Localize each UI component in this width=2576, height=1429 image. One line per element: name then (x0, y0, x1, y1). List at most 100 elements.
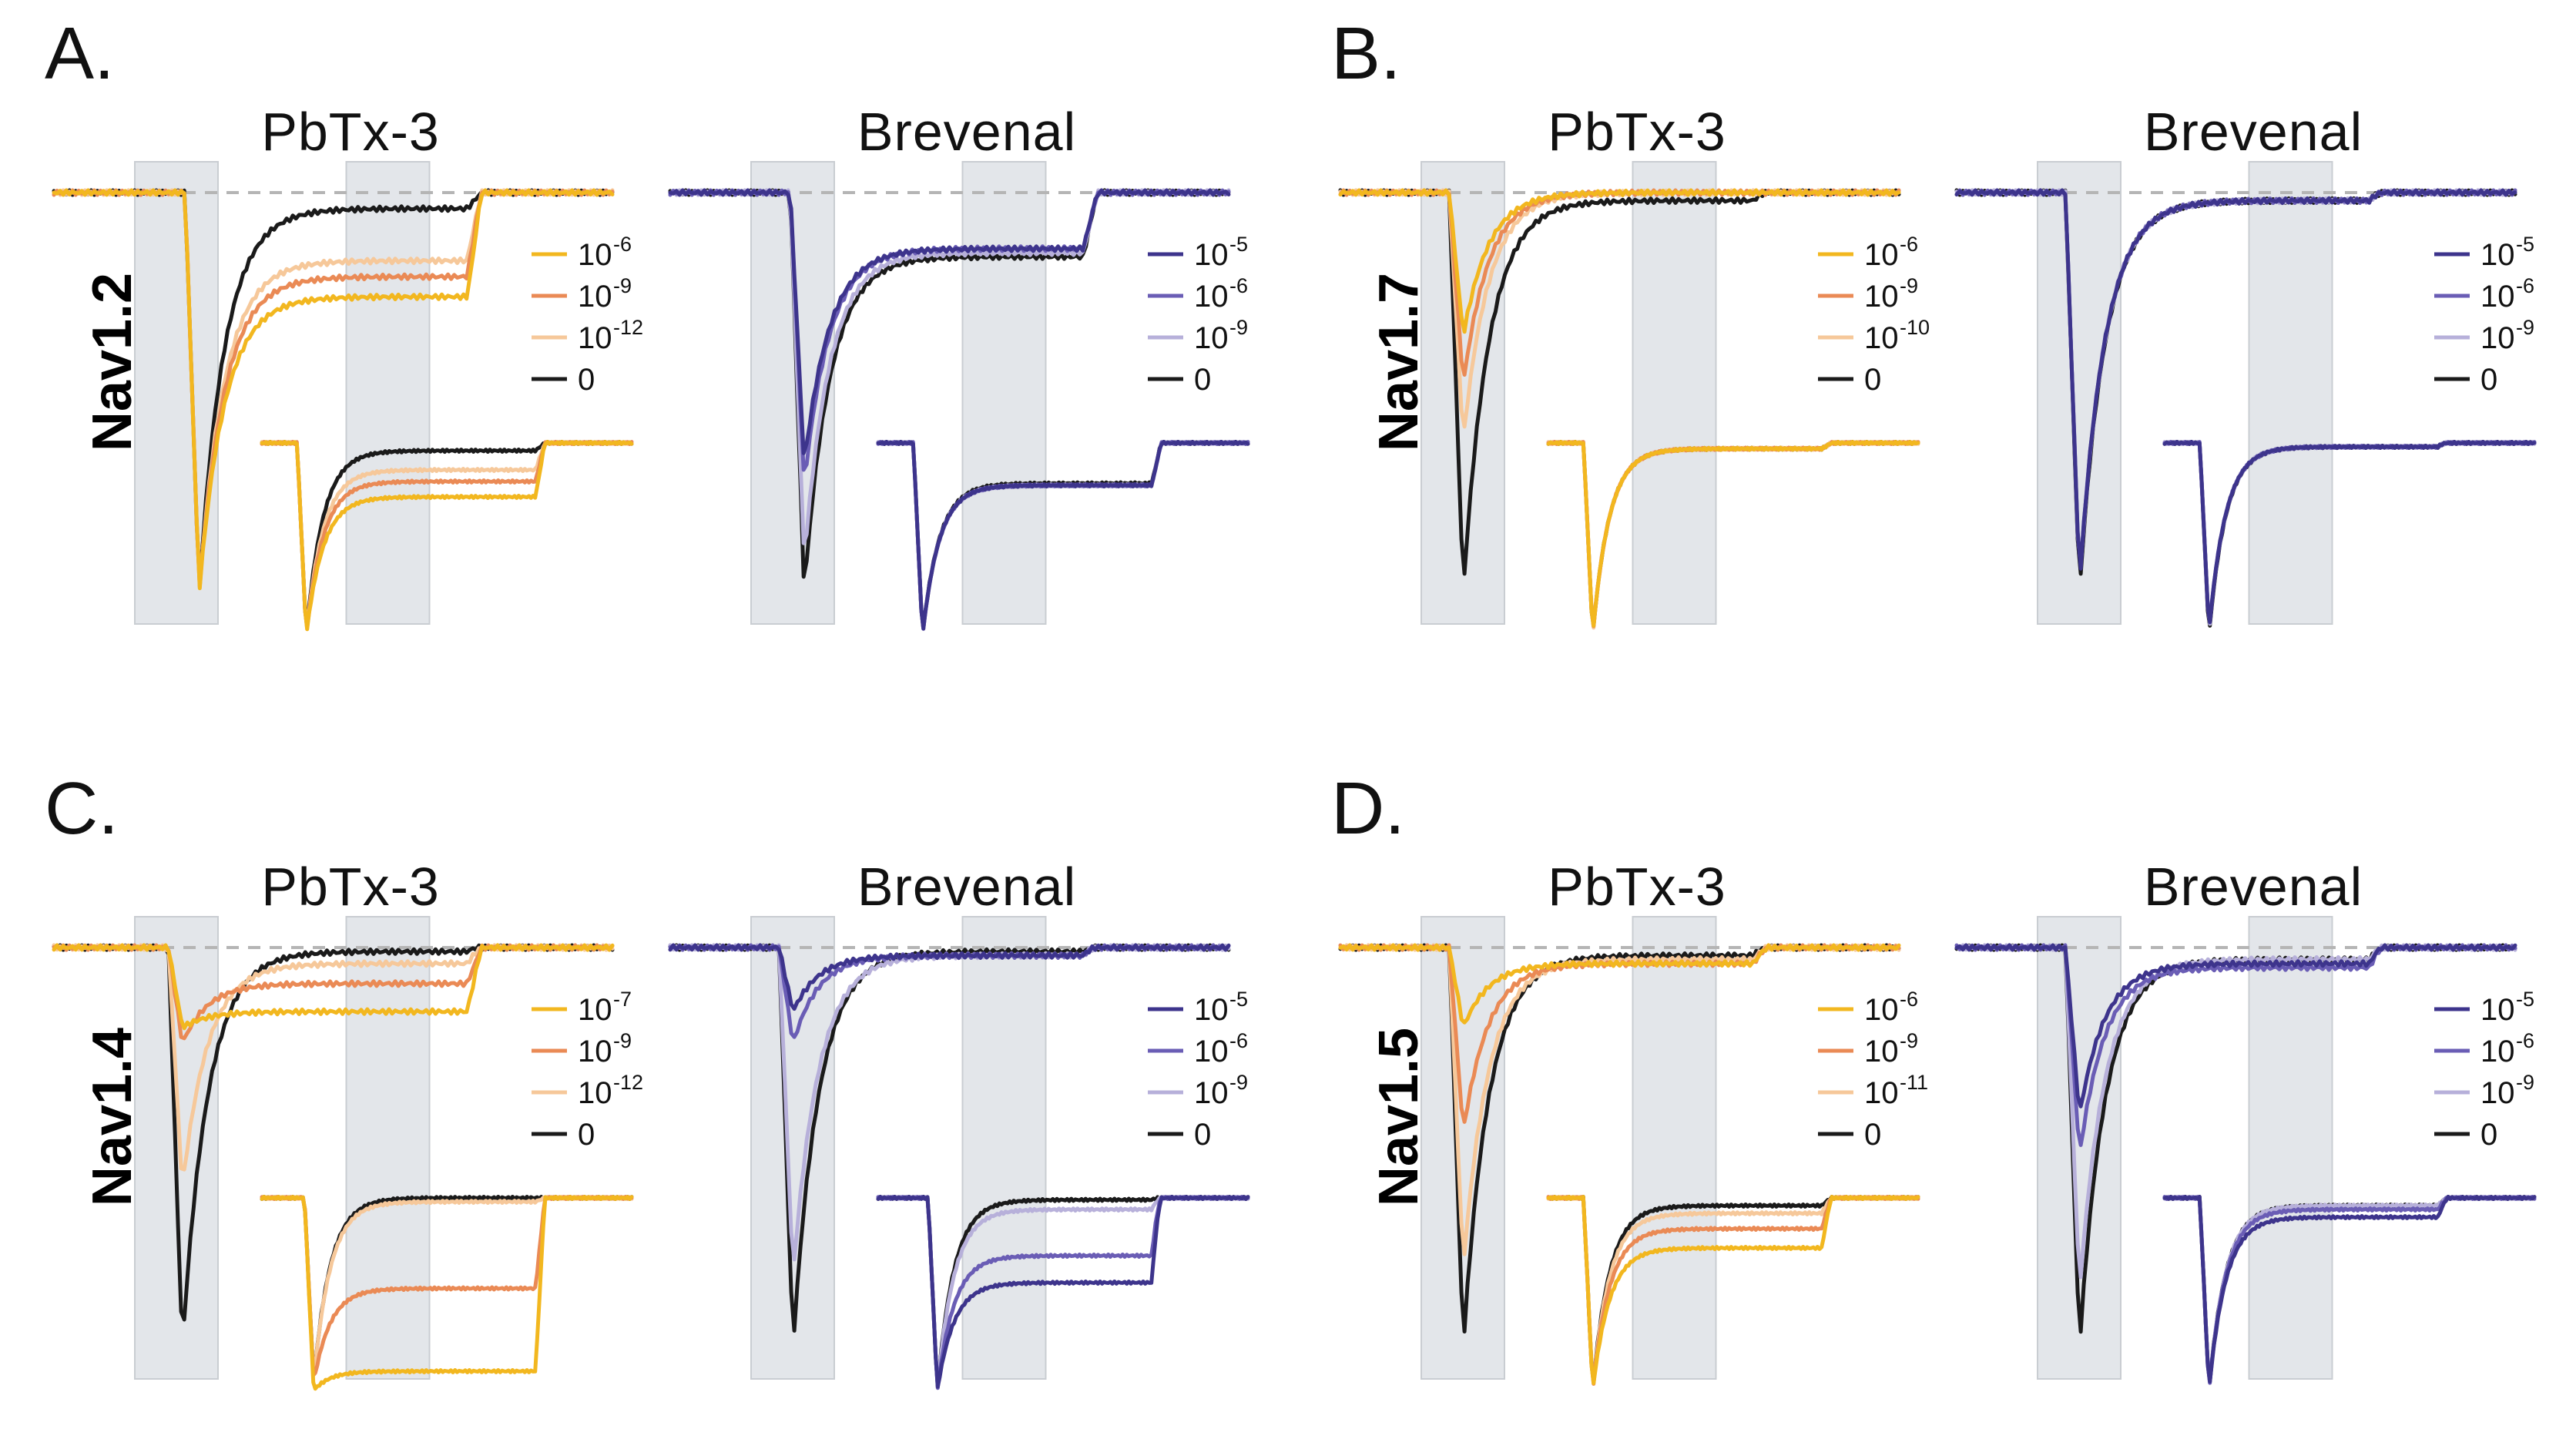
legend-exponent: -5 (2516, 233, 2534, 256)
legend-base: 10 (578, 1035, 612, 1068)
legend-exponent: -6 (1229, 274, 1248, 297)
legend-base: 10 (1194, 1076, 1229, 1110)
inset-trace-3 (876, 440, 1250, 631)
legend-exponent: -9 (1229, 1071, 1248, 1094)
inset-trace-0 (2162, 440, 2537, 624)
panel-letter: D. (1331, 767, 1405, 850)
main-trace-0 (1954, 188, 2517, 571)
legend-base: 10 (2480, 1076, 2515, 1110)
stimulus-window (1632, 916, 1717, 1380)
legend-base: 10 (1864, 321, 1899, 355)
panel-letter: B. (1331, 12, 1401, 95)
inset-trace-2 (260, 1195, 634, 1376)
legend-base: 10 (578, 280, 612, 314)
inset-trace-0 (876, 440, 1250, 631)
legend-base: 0 (2480, 1118, 2497, 1152)
legend-base: 10 (578, 321, 612, 355)
legend-base: 0 (1194, 363, 1211, 397)
legend-base: 10 (1864, 1035, 1899, 1068)
legend-base: 10 (1864, 1076, 1899, 1110)
legend-exponent: -9 (1900, 1029, 1918, 1052)
legend-exponent: -6 (1229, 1029, 1248, 1052)
legend-exponent: -6 (613, 233, 632, 256)
panel-letter: A. (45, 12, 115, 95)
legend-base: 0 (1194, 1118, 1211, 1152)
inset-trace-3 (2162, 1195, 2537, 1384)
main-trace-0 (52, 188, 615, 591)
legend-exponent: -6 (1900, 988, 1918, 1011)
legend-base: 10 (2480, 238, 2515, 272)
inset-trace-1 (2162, 440, 2537, 625)
inset-trace-2 (876, 440, 1250, 632)
subplot-title: Brevenal (857, 857, 1076, 917)
stimulus-window (2248, 916, 2333, 1380)
subplot-pbtx: PbTx-310 -610 -910 -120 (52, 102, 643, 632)
legend-exponent: -6 (1900, 233, 1918, 256)
legend-base: 0 (2480, 363, 2497, 397)
legend-base: 0 (578, 1118, 595, 1152)
main-trace-2 (52, 943, 615, 1172)
channel-label: Nav1.4 (82, 1028, 143, 1206)
legend-base: 0 (1864, 1118, 1881, 1152)
channel-label: Nav1.5 (1368, 1028, 1430, 1206)
legend-base: 10 (1864, 238, 1899, 272)
subplot-pbtx: PbTx-310 -610 -910 -110 (1338, 857, 1928, 1386)
main-trace-0 (668, 188, 1231, 455)
legend-base: 10 (1194, 238, 1229, 272)
legend-base: 10 (1864, 280, 1899, 314)
inset-trace-2 (260, 440, 634, 631)
legend-base: 10 (1194, 280, 1229, 314)
legend-exponent: -12 (613, 316, 643, 339)
legend-exponent: -9 (613, 274, 632, 297)
subplot-title: Brevenal (857, 102, 1076, 162)
main-trace-0 (1338, 943, 1901, 1025)
subplot-pbtx: PbTx-310-710-910 -120 (52, 857, 643, 1391)
legend-base: 10 (2480, 1035, 2515, 1068)
legend-base: 10 (1194, 321, 1229, 355)
legend-base: 0 (578, 363, 595, 397)
inset-trace-2 (2162, 1195, 2537, 1384)
legend-exponent: -12 (613, 1071, 643, 1094)
panel-letter: C. (45, 767, 119, 850)
stimulus-window (961, 161, 1047, 625)
stimulus-window (1632, 161, 1717, 625)
stimulus-window (2248, 161, 2333, 625)
legend-exponent: -9 (2516, 316, 2534, 339)
stimulus-window (345, 916, 431, 1380)
inset-trace-0 (260, 440, 634, 632)
subplot-title: PbTx-3 (1548, 102, 1726, 162)
stimulus-window (134, 161, 219, 625)
legend-base: 10 (1194, 993, 1229, 1027)
inset-trace-0 (2162, 1195, 2537, 1384)
legend-base: 10 (578, 1076, 612, 1110)
legend-base: 10 (2480, 993, 2515, 1027)
legend-base: 10 (578, 238, 612, 272)
legend-exponent: -11 (1900, 1071, 1928, 1094)
main-trace-0 (1954, 943, 2517, 1109)
legend-exponent: -9 (1229, 316, 1248, 339)
inset-trace-0 (1546, 1195, 1920, 1385)
main-trace-0 (52, 943, 615, 1031)
legend-base: 10 (1864, 993, 1899, 1027)
subplot-title: PbTx-3 (1548, 857, 1726, 917)
inset-trace-0 (1546, 440, 1920, 628)
inset-trace-0 (876, 1195, 1250, 1389)
legend-base: 10 (1194, 1035, 1229, 1068)
legend-base: 0 (1864, 363, 1881, 397)
legend-base: 10 (578, 993, 612, 1027)
inset-trace-0 (260, 1195, 634, 1391)
legend-exponent: -5 (1229, 233, 1248, 256)
legend-exponent: -5 (2516, 988, 2534, 1011)
legend-exponent: -7 (613, 988, 632, 1011)
main-trace-0 (668, 943, 1231, 1011)
stimulus-window (345, 161, 431, 625)
legend-exponent: -6 (2516, 274, 2534, 297)
legend-base: 10 (2480, 280, 2515, 314)
